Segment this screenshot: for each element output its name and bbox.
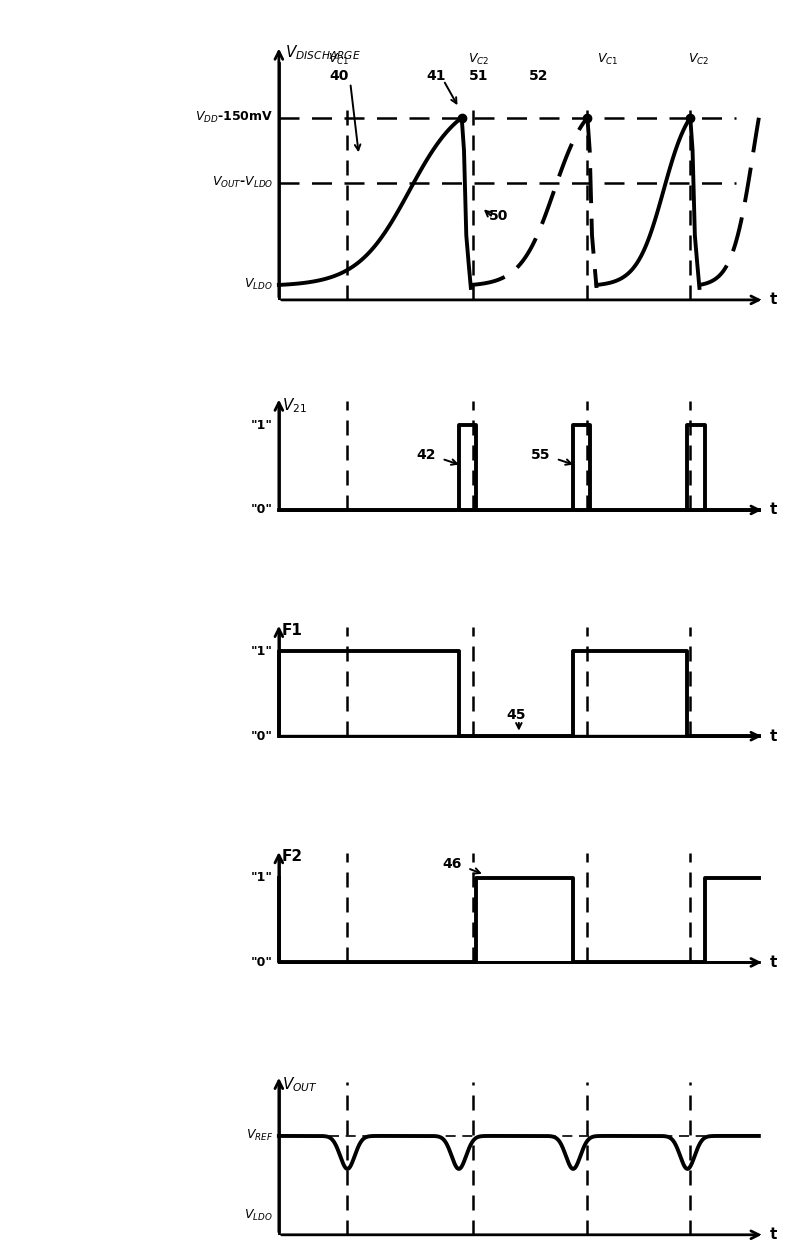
- Text: $V_{LDO}$: $V_{LDO}$: [245, 1207, 273, 1222]
- Text: 51: 51: [469, 69, 489, 83]
- Text: $V_{C1}$: $V_{C1}$: [597, 52, 618, 67]
- Text: F2: F2: [282, 849, 303, 864]
- Text: t: t: [770, 1227, 777, 1242]
- Text: "1": "1": [251, 418, 273, 431]
- Text: t: t: [770, 503, 777, 518]
- Text: $V_{C2}$: $V_{C2}$: [468, 52, 490, 67]
- Text: 45: 45: [506, 708, 526, 722]
- Text: 52: 52: [529, 69, 549, 83]
- Text: 46: 46: [442, 857, 462, 871]
- Text: "0": "0": [251, 730, 273, 742]
- Text: 55: 55: [530, 447, 550, 461]
- Text: $V_{REF}$: $V_{REF}$: [246, 1129, 273, 1144]
- Text: t: t: [770, 728, 777, 743]
- Text: $V_{OUT}$: $V_{OUT}$: [282, 1075, 318, 1094]
- Text: "0": "0": [251, 504, 273, 517]
- Text: $V_{21}$: $V_{21}$: [282, 397, 306, 416]
- Text: t: t: [770, 292, 777, 307]
- Text: F1: F1: [282, 622, 302, 638]
- Text: t: t: [770, 955, 777, 970]
- Text: $V_{DD}$-150mV: $V_{DD}$-150mV: [195, 110, 273, 125]
- Text: "1": "1": [251, 871, 273, 885]
- Text: 40: 40: [329, 69, 349, 83]
- Text: 41: 41: [426, 69, 446, 83]
- Text: $V_{OUT}$-$V_{LDO}$: $V_{OUT}$-$V_{LDO}$: [212, 175, 273, 190]
- Text: 50: 50: [489, 209, 509, 223]
- Text: $V_{C2}$: $V_{C2}$: [688, 52, 710, 67]
- Text: $V_{DISCHARGE}$: $V_{DISCHARGE}$: [285, 43, 360, 62]
- Text: "1": "1": [251, 645, 273, 658]
- Text: $V_{C1}$: $V_{C1}$: [328, 52, 350, 67]
- Text: 42: 42: [417, 447, 436, 461]
- Text: $V_{LDO}$: $V_{LDO}$: [245, 277, 273, 292]
- Text: "0": "0": [251, 956, 273, 969]
